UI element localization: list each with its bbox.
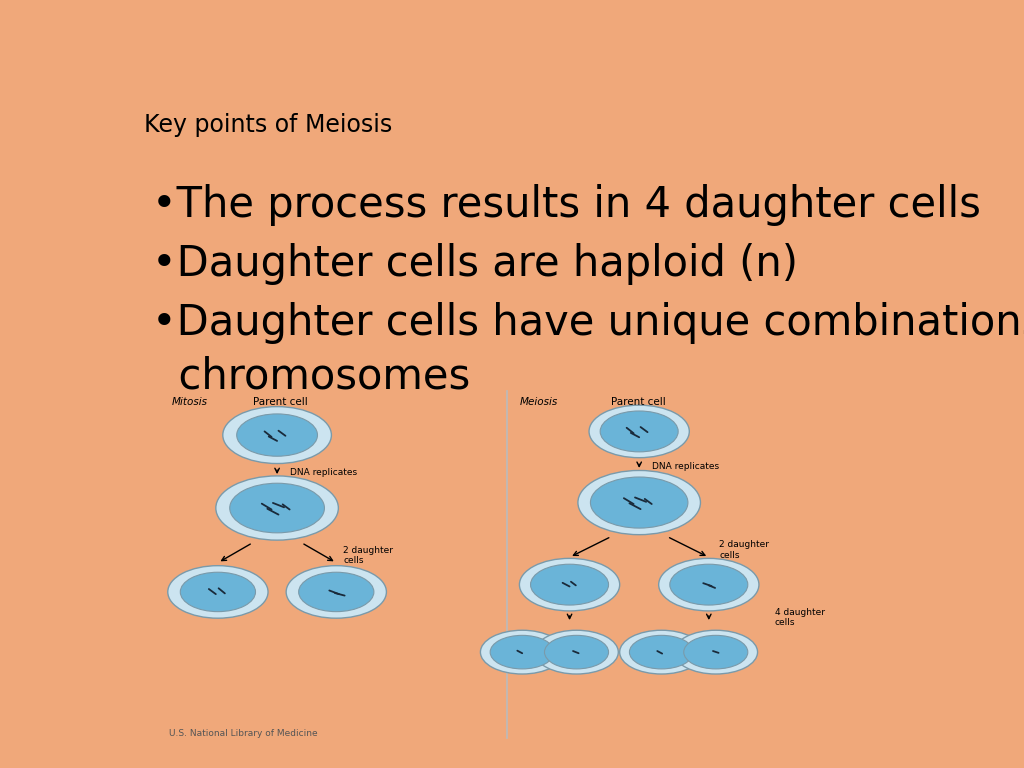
Ellipse shape xyxy=(519,558,620,611)
Ellipse shape xyxy=(684,635,748,669)
Ellipse shape xyxy=(674,631,758,674)
Ellipse shape xyxy=(286,566,386,618)
Ellipse shape xyxy=(591,477,688,528)
Text: 2 daughter
cells: 2 daughter cells xyxy=(343,546,393,565)
Text: 2 daughter
cells: 2 daughter cells xyxy=(719,540,769,560)
Text: Parent cell: Parent cell xyxy=(253,397,307,407)
Text: Parent cell: Parent cell xyxy=(611,397,666,407)
Text: DNA replicates: DNA replicates xyxy=(290,468,356,477)
Ellipse shape xyxy=(620,631,703,674)
Text: 4 daughter
cells: 4 daughter cells xyxy=(775,607,825,627)
Ellipse shape xyxy=(299,572,374,611)
Ellipse shape xyxy=(490,635,554,669)
Ellipse shape xyxy=(535,631,618,674)
Text: •Daughter cells are haploid (n): •Daughter cells are haploid (n) xyxy=(152,243,798,285)
Text: chromosomes: chromosomes xyxy=(152,356,470,397)
Text: DNA replicates: DNA replicates xyxy=(651,462,719,471)
Text: Mitosis: Mitosis xyxy=(171,397,207,407)
Ellipse shape xyxy=(630,635,693,669)
Ellipse shape xyxy=(216,476,338,540)
Ellipse shape xyxy=(168,566,268,618)
Ellipse shape xyxy=(670,564,748,605)
Ellipse shape xyxy=(530,564,608,605)
Ellipse shape xyxy=(578,471,700,535)
Ellipse shape xyxy=(589,406,689,458)
Ellipse shape xyxy=(180,572,256,611)
Text: U.S. National Library of Medicine: U.S. National Library of Medicine xyxy=(169,729,317,738)
Ellipse shape xyxy=(545,635,608,669)
Ellipse shape xyxy=(237,414,317,456)
Text: Key points of Meiosis: Key points of Meiosis xyxy=(143,113,392,137)
Ellipse shape xyxy=(229,483,325,533)
Text: •Daughter cells have unique combinations of: •Daughter cells have unique combinations… xyxy=(152,302,1024,344)
Text: •The process results in 4 daughter cells: •The process results in 4 daughter cells xyxy=(152,184,981,226)
Ellipse shape xyxy=(223,406,332,464)
Ellipse shape xyxy=(480,631,564,674)
Ellipse shape xyxy=(658,558,759,611)
Text: Meiosis: Meiosis xyxy=(519,397,558,407)
Ellipse shape xyxy=(600,411,678,452)
